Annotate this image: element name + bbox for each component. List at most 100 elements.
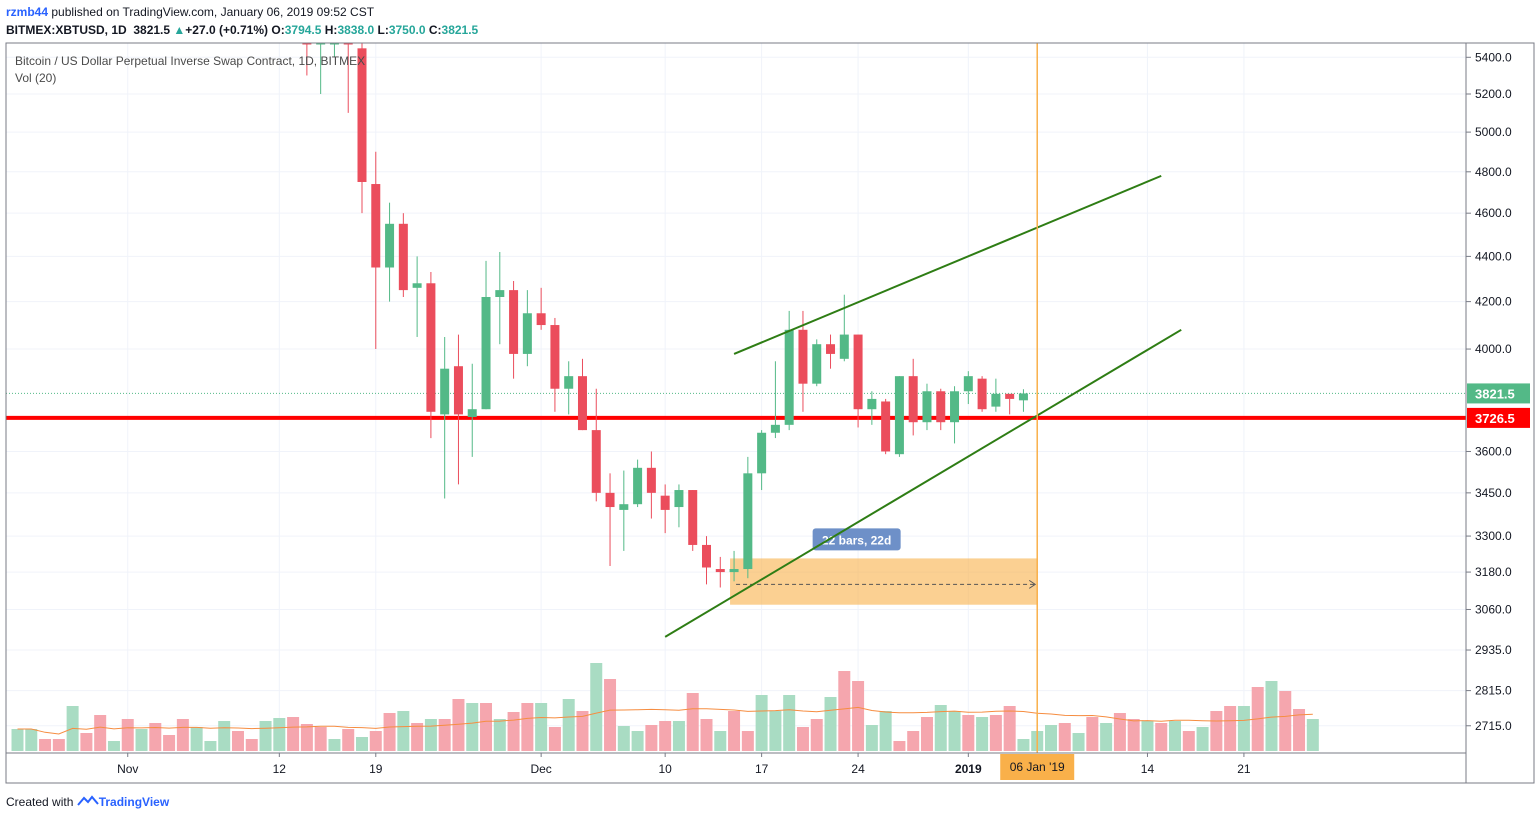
- volume-bar: [755, 695, 768, 751]
- volume-bar: [934, 705, 947, 751]
- price-label-box: [1467, 407, 1530, 428]
- date-range-measure: 22 bars, 22d: [730, 528, 1038, 605]
- time-tick-label: 19: [369, 762, 383, 776]
- volume-bar: [1237, 706, 1250, 751]
- candle-body: [812, 344, 822, 384]
- volume-bar: [1265, 681, 1278, 751]
- volume-bar: [121, 719, 134, 751]
- candle-body: [509, 290, 519, 354]
- volume-bar: [1306, 719, 1319, 751]
- candle-body: [633, 467, 643, 505]
- volume-bar: [1003, 706, 1016, 751]
- price-tick-label: 4200.0: [1475, 295, 1512, 309]
- author-name[interactable]: rzmb44: [6, 5, 49, 19]
- volume-bar: [783, 695, 796, 751]
- candle-body: [619, 504, 629, 510]
- candle-body: [963, 376, 973, 392]
- plot-area[interactable]: [6, 43, 1466, 753]
- candle-body: [908, 376, 918, 423]
- candle-body: [688, 490, 698, 545]
- last-price: 3821.5: [133, 23, 171, 37]
- volume-bar: [480, 703, 493, 751]
- volume-bar: [962, 715, 975, 751]
- volume-bar: [728, 711, 741, 751]
- price-tick-label: 4600.0: [1475, 206, 1512, 220]
- volume-bar: [576, 711, 589, 751]
- date-highlight-box: [1000, 754, 1075, 780]
- volume-bar: [1210, 711, 1223, 751]
- volume-bar: [1155, 723, 1168, 751]
- time-tick-label: 2019: [955, 762, 982, 776]
- candle-body: [343, 43, 353, 45]
- candle-body: [894, 376, 904, 455]
- volume-bar: [1169, 721, 1182, 751]
- publish-line: rzmb44 published on TradingView.com, Jan…: [6, 5, 374, 19]
- publish-info: published on TradingView.com, January 06…: [51, 5, 375, 19]
- date-range-badge: [812, 528, 901, 551]
- price-label-text: 3821.5: [1475, 386, 1515, 401]
- upper-trendline[interactable]: [733, 174, 1162, 355]
- candle-body: [853, 334, 863, 410]
- time-tick-label: Nov: [117, 762, 138, 776]
- volume-bar: [631, 731, 644, 751]
- candle-body: [577, 376, 587, 431]
- volume-bar: [1058, 723, 1071, 751]
- candle-body: [770, 424, 780, 433]
- price-tick-label: 4000.0: [1475, 342, 1512, 356]
- candle-body: [591, 430, 601, 493]
- volume-bar: [287, 717, 300, 751]
- open-value: 3794.5: [284, 23, 322, 37]
- candle-body: [1018, 393, 1028, 401]
- price-tick-label: 4400.0: [1475, 249, 1512, 263]
- price-change: +27.0 (+0.71%): [185, 23, 269, 37]
- volume-bar: [590, 663, 603, 751]
- volume-bar: [149, 723, 162, 751]
- date-range-box: [730, 558, 1038, 605]
- candle-body: [702, 544, 711, 568]
- candle-body: [357, 48, 367, 182]
- candle-body: [660, 495, 670, 510]
- volume-bar: [356, 737, 368, 751]
- volume-pane: [11, 663, 1319, 751]
- volume-bar: [452, 699, 465, 751]
- volume-bar: [948, 711, 961, 751]
- volume-bar: [273, 718, 286, 751]
- lower-trendline[interactable]: [664, 328, 1182, 638]
- low-value: 3750.0: [388, 23, 426, 37]
- price-tick-label: 3300.0: [1475, 529, 1512, 543]
- volume-bar: [328, 739, 341, 751]
- candle-body: [977, 378, 987, 410]
- candle-body: [839, 334, 849, 359]
- volume-bar: [700, 719, 713, 751]
- candle-body: [371, 184, 381, 268]
- price-tick-label: 5000.0: [1475, 125, 1512, 139]
- date-range-label: 22 bars, 22d: [822, 533, 891, 547]
- volume-bar: [259, 721, 272, 751]
- low-label: L:: [377, 23, 389, 37]
- high-label: H:: [324, 23, 338, 37]
- volume-bar: [466, 703, 479, 751]
- volume-bar: [397, 711, 410, 751]
- price-axis-ticks: 5400.0 5200.0 5000.0 4800.0 4600.0 4400.0 4200…: [1466, 50, 1512, 733]
- volume-bar: [1113, 713, 1126, 751]
- price-tick-label: 2935.0: [1475, 643, 1512, 657]
- time-tick-label: 10: [658, 762, 672, 776]
- date-range-arrow-head: [1028, 579, 1037, 589]
- candle-body: [950, 391, 960, 423]
- price-label-box: [1467, 383, 1530, 404]
- volume-bar: [645, 725, 658, 751]
- volume-bar: [369, 731, 382, 751]
- volume-bar: [1279, 691, 1292, 751]
- volume-bar: [989, 715, 1002, 751]
- volume-bar: [548, 727, 561, 751]
- time-axis[interactable]: Nov 12 19 Dec 10 17 24 2019 14 21: [117, 753, 1251, 776]
- close-label: C:: [428, 23, 442, 37]
- volume-legend: Vol (20): [15, 71, 56, 85]
- tradingview-brand[interactable]: TradingView: [98, 795, 170, 809]
- candle-body: [481, 296, 491, 410]
- volume-bar: [1100, 723, 1113, 751]
- candle-body: [605, 492, 615, 508]
- volume-bar: [424, 719, 437, 751]
- candle-body: [743, 473, 753, 570]
